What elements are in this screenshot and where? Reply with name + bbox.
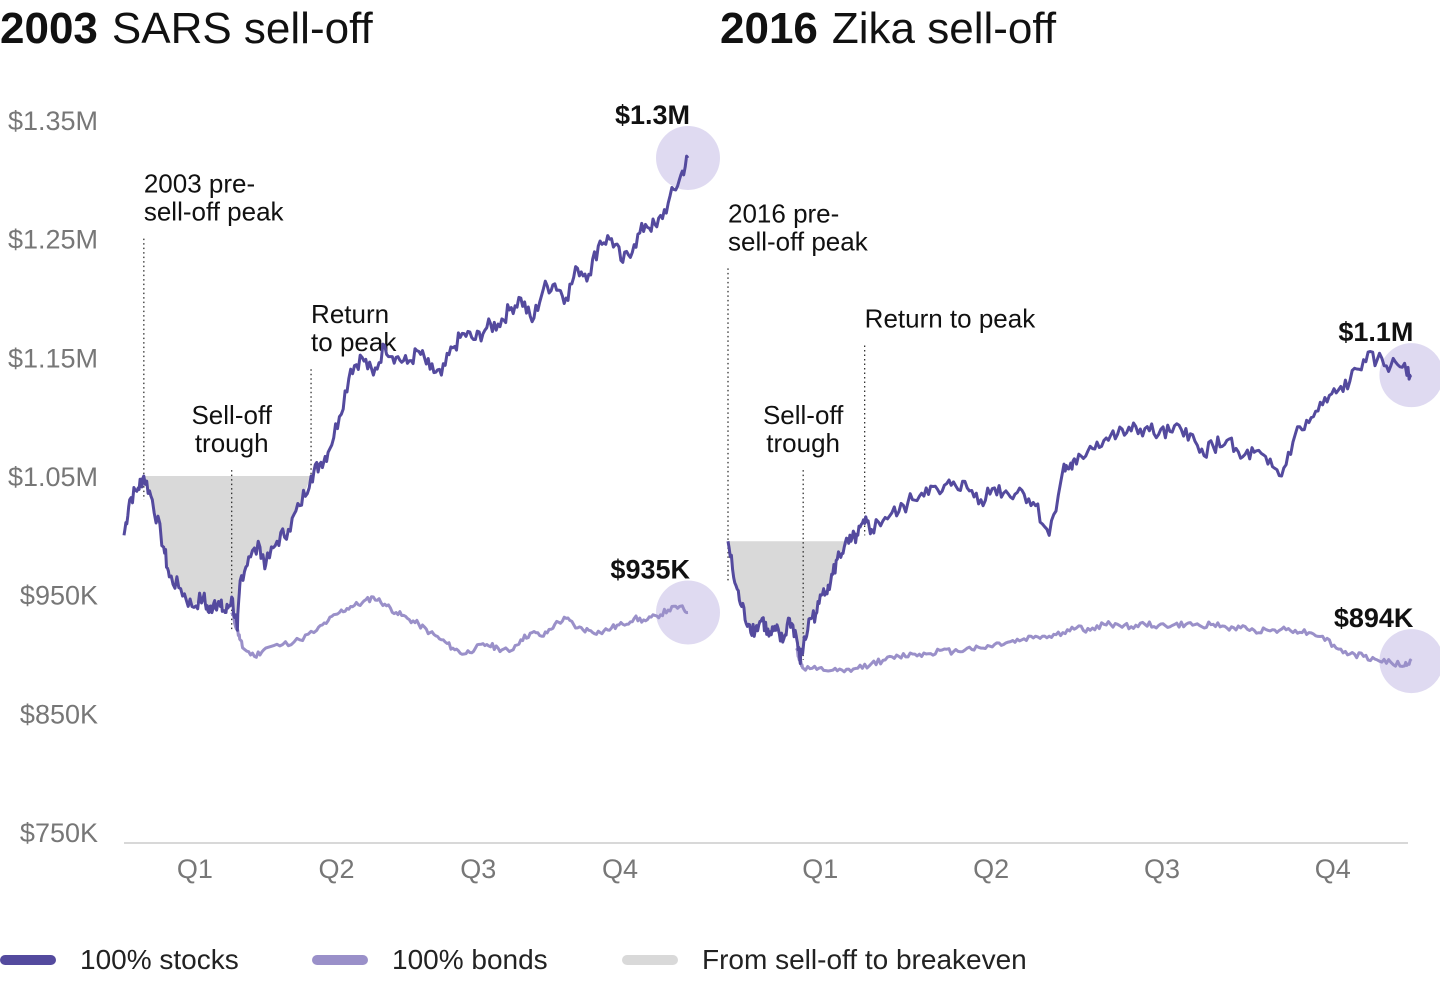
chart-title-right: 2016 Zika sell-off xyxy=(720,4,1057,53)
x-tick-label: Q1 xyxy=(177,854,213,884)
breakeven-shade xyxy=(728,541,865,660)
x-tick-label: Q1 xyxy=(802,854,838,884)
legend-swatch-stocks xyxy=(0,955,56,965)
x-tick-label: Q2 xyxy=(319,854,355,884)
marker-label: sell-off peak xyxy=(144,197,285,227)
panel-zika: Q1 Q2 Q3 Q4 2016 pre-sell-off peak Sell-offtr… xyxy=(726,198,1440,884)
legend-item-bonds[interactable]: 100% bonds xyxy=(312,940,548,980)
breakeven-shade xyxy=(143,476,312,631)
y-tick-label: $1.05M xyxy=(8,462,98,492)
marker-label: trough xyxy=(766,428,840,458)
marker-label: to peak xyxy=(311,327,397,357)
y-tick-label: $950K xyxy=(20,581,98,611)
legend: 100% stocks 100% bonds From sell-off to … xyxy=(0,940,1440,980)
y-tick-label: $1.35M xyxy=(8,106,98,136)
x-tick-label: Q3 xyxy=(1144,854,1180,884)
x-tick-label: Q3 xyxy=(460,854,496,884)
marker-label: sell-off peak xyxy=(728,226,869,256)
panel-sars: Q1 Q2 Q3 Q4 2003 pre-sell-off peak Sell-offtr… xyxy=(122,100,720,884)
marker-label: 2003 pre- xyxy=(144,169,255,199)
legend-label-stocks: 100% stocks xyxy=(80,944,239,975)
legend-label-bonds: 100% bonds xyxy=(392,944,548,975)
y-tick-label: $750K xyxy=(20,818,98,848)
y-tick-label: $1.15M xyxy=(8,343,98,373)
legend-swatch-bonds xyxy=(312,955,368,965)
x-tick-label: Q2 xyxy=(973,854,1009,884)
x-tick-label: Q4 xyxy=(1315,854,1351,884)
marker-label: trough xyxy=(195,428,269,458)
end-highlight-bonds xyxy=(656,580,720,645)
marker-label: Sell-off xyxy=(191,400,272,430)
end-value-label: $894K xyxy=(1334,603,1414,633)
series-line-bonds xyxy=(795,620,1413,674)
end-value-label: $1.3M xyxy=(615,100,690,130)
legend-label-breakeven: From sell-off to breakeven xyxy=(702,944,1027,975)
legend-item-breakeven[interactable]: From sell-off to breakeven xyxy=(622,940,1027,980)
series-line-bonds xyxy=(230,595,689,659)
legend-swatch-breakeven xyxy=(622,955,678,965)
marker-label: Return xyxy=(311,299,389,329)
marker-label: Return to peak xyxy=(865,303,1037,333)
x-tick-label: Q4 xyxy=(602,854,638,884)
series-line-stocks xyxy=(726,350,1413,666)
series-line-stocks xyxy=(122,154,690,632)
chart-title-left: 2003 SARS sell-off xyxy=(0,4,373,53)
marker-label: 2016 pre- xyxy=(728,198,839,228)
y-tick-label: $1.25M xyxy=(8,225,98,255)
line-chart: $1.35M $1.25M $1.15M $1.05M $950K $850K $750K Q… xyxy=(8,100,1440,884)
legend-item-stocks[interactable]: 100% stocks xyxy=(0,940,239,980)
y-tick-label: $850K xyxy=(20,699,98,729)
end-value-label: $935K xyxy=(610,554,690,584)
end-value-label: $1.1M xyxy=(1338,317,1413,347)
marker-label: Sell-off xyxy=(763,400,844,430)
